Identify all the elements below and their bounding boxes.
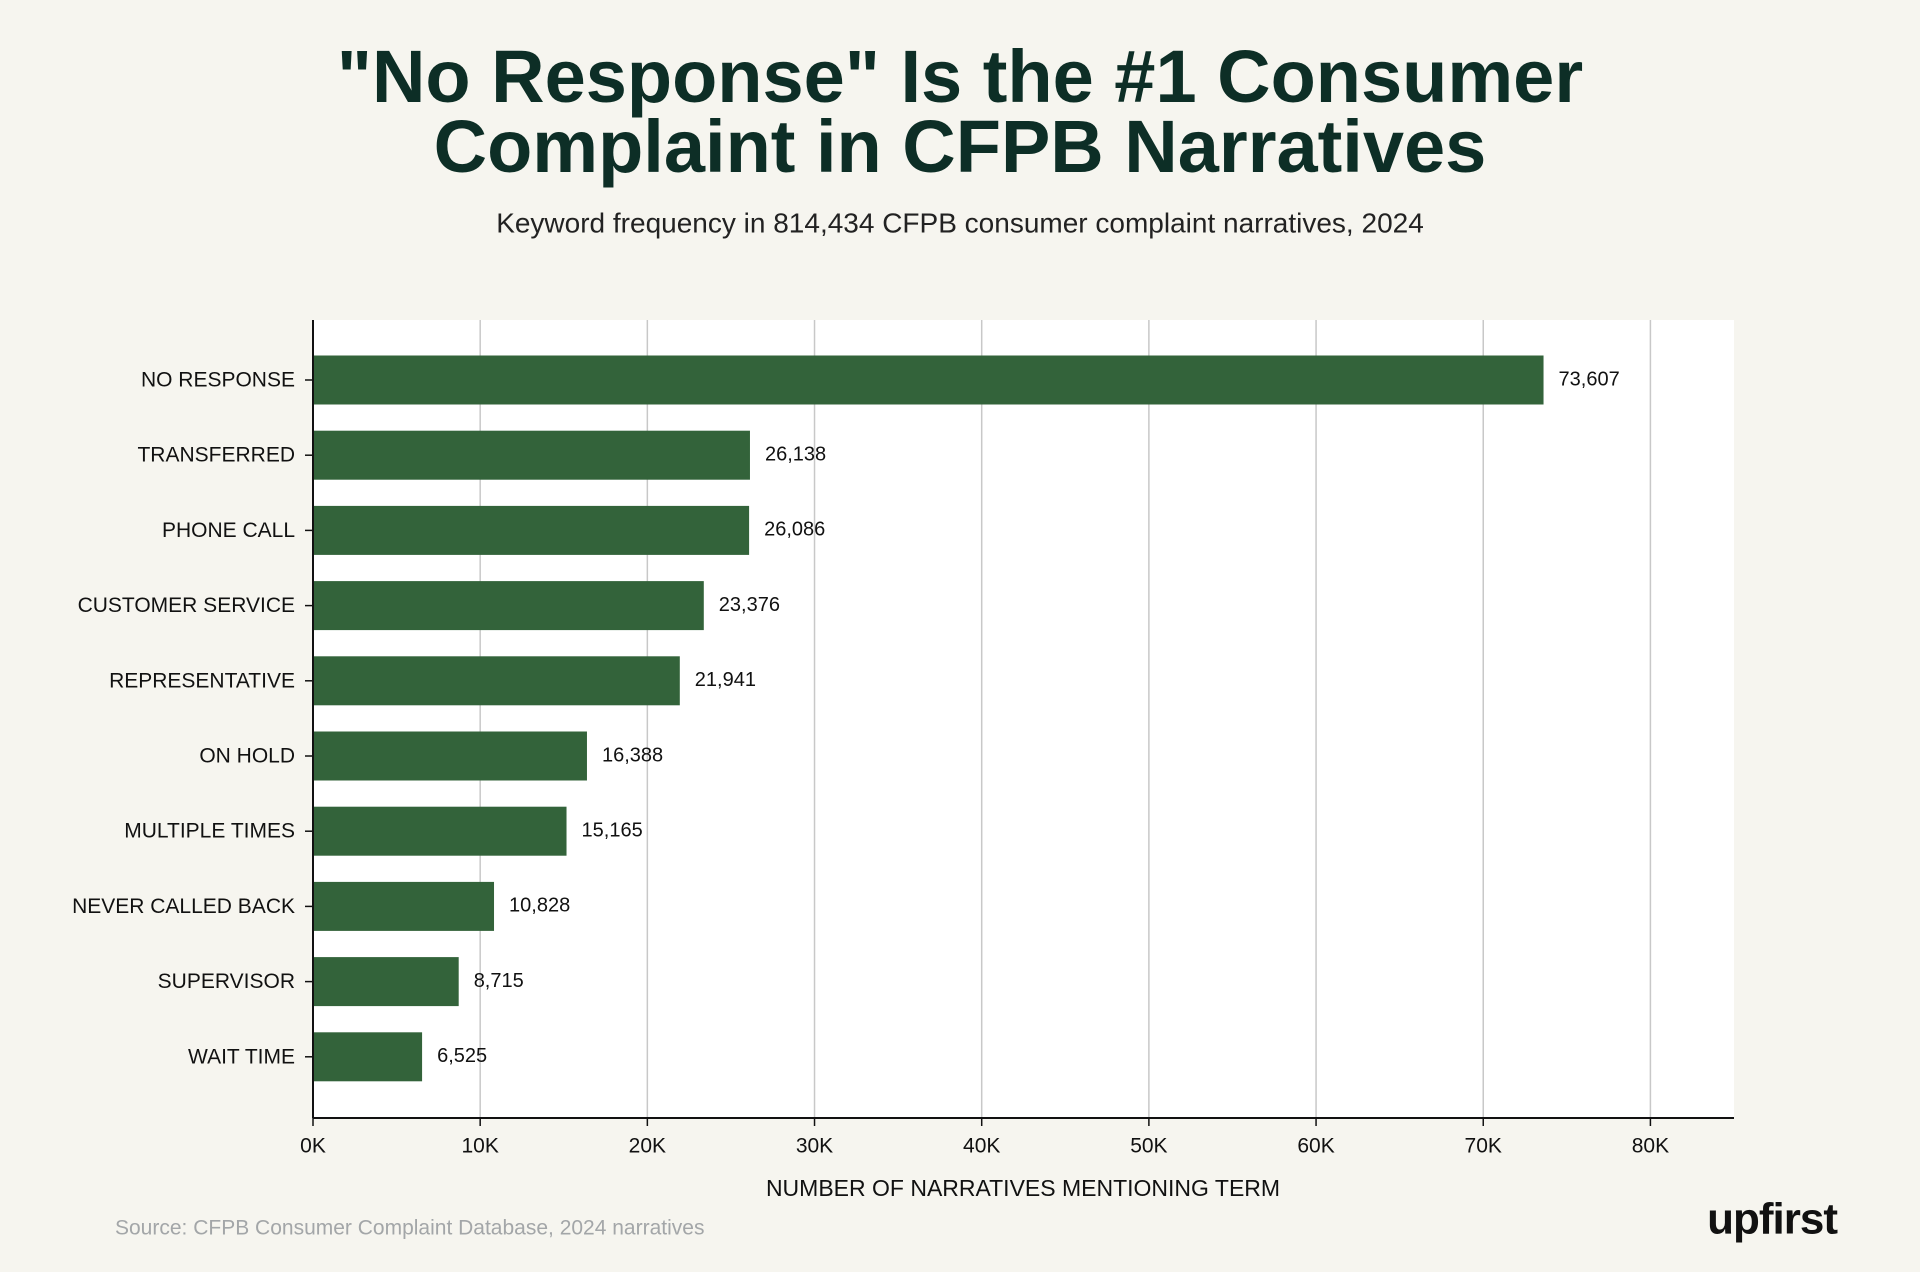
y-tick-label: MULTIPLE TIMES xyxy=(124,820,295,843)
y-tick-label: REPRESENTATIVE xyxy=(109,669,295,692)
value-label: 21,941 xyxy=(695,669,756,691)
source-note: Source: CFPB Consumer Complaint Database… xyxy=(115,1217,704,1240)
x-tick-label: 50K xyxy=(1130,1135,1167,1158)
bar xyxy=(313,355,1544,405)
value-label: 6,525 xyxy=(437,1045,487,1067)
y-tick-label: PHONE CALL xyxy=(162,519,295,542)
value-label: 26,138 xyxy=(765,443,826,465)
y-tick-label: NO RESPONSE xyxy=(141,369,295,392)
value-label: 23,376 xyxy=(719,594,780,616)
bar xyxy=(313,806,567,856)
bar xyxy=(313,957,459,1007)
x-tick-label: 40K xyxy=(963,1135,1000,1158)
logo: upfirst xyxy=(1707,1195,1838,1244)
value-label: 10,828 xyxy=(509,895,570,917)
bar xyxy=(313,1032,423,1082)
x-tick-label: 60K xyxy=(1297,1135,1334,1158)
x-tick-label: 10K xyxy=(461,1135,498,1158)
x-tick-label: 80K xyxy=(1632,1135,1669,1158)
bar xyxy=(313,656,680,706)
bar xyxy=(313,881,495,931)
y-tick-label: TRANSFERRED xyxy=(137,444,295,467)
y-tick-label: ON HOLD xyxy=(199,745,295,768)
bar xyxy=(313,430,750,480)
y-tick-label: CUSTOMER SERVICE xyxy=(78,594,295,617)
bar xyxy=(313,505,750,555)
y-tick-label: NEVER CALLED BACK xyxy=(72,895,295,918)
chart-title: "No Response" Is the #1 Consumer Complain… xyxy=(337,35,1583,188)
x-tick-label: 0K xyxy=(300,1135,326,1158)
x-tick-label: 30K xyxy=(796,1135,833,1158)
x-tick-label: 20K xyxy=(629,1135,666,1158)
bar xyxy=(313,731,587,781)
bar xyxy=(313,581,704,631)
x-axis-label: NUMBER OF NARRATIVES MENTIONING TERM xyxy=(766,1175,1280,1201)
value-label: 73,607 xyxy=(1559,368,1620,390)
y-tick-label: SUPERVISOR xyxy=(158,970,295,993)
value-label: 15,165 xyxy=(582,819,643,841)
value-label: 26,086 xyxy=(764,519,825,541)
x-tick-label: 70K xyxy=(1465,1135,1502,1158)
chart-subtitle: Keyword frequency in 814,434 CFPB consum… xyxy=(496,207,1424,238)
value-label: 16,388 xyxy=(602,744,663,766)
y-tick-label: WAIT TIME xyxy=(188,1045,295,1068)
value-label: 8,715 xyxy=(474,970,524,992)
